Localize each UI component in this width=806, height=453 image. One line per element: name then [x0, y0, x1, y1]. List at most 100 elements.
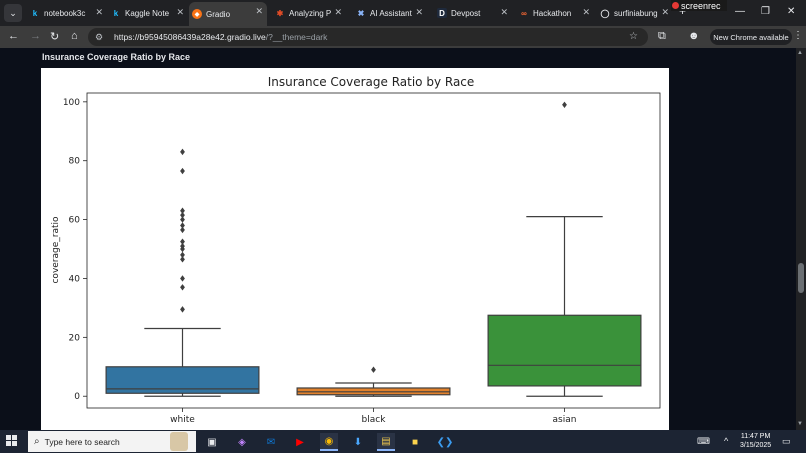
kaggle-icon: k — [32, 8, 38, 18]
address-bar[interactable]: ⚙ https://b95945086439a28e42.gradio.live… — [88, 28, 648, 46]
outlier-point — [180, 216, 185, 223]
copilot-icon[interactable]: ◈ — [238, 436, 246, 448]
assistant-icon: ✖ — [357, 8, 365, 18]
close-icon[interactable]: ✕ — [176, 7, 184, 17]
tray-chevron-icon[interactable]: ^ — [724, 436, 729, 446]
restore-button[interactable]: ❐ — [761, 6, 770, 17]
youtube-icon[interactable]: ▶ — [296, 436, 304, 448]
profile-icon[interactable]: ☻ — [688, 30, 700, 42]
record-icon — [672, 2, 679, 9]
home-button[interactable]: ⌂ — [71, 30, 78, 42]
box-asian — [487, 314, 642, 387]
hackathon-icon: ∞ — [521, 8, 527, 18]
chrome-icon[interactable]: ◉ — [320, 433, 338, 451]
clock-time: 11:47 PM — [740, 433, 771, 440]
vscode-icon[interactable]: ❮❯ — [436, 436, 454, 448]
y-tick-label: 20 — [69, 333, 81, 343]
outlier-point — [180, 256, 185, 263]
gradio-icon: ◆ — [192, 9, 202, 19]
analysis-icon: ✱ — [276, 8, 284, 18]
scroll-up-icon[interactable]: ▲ — [797, 50, 803, 56]
gradio-page: Insurance Coverage Ratio by Race Insuran… — [0, 48, 796, 430]
back-button[interactable]: ← — [8, 30, 19, 42]
outlier-point — [180, 238, 185, 245]
outlier-point — [180, 226, 185, 234]
outlier-point — [180, 207, 185, 214]
browser-toolbar: ← → ↻ ⌂ ⚙ https://b95945086439a28e42.gra… — [0, 26, 806, 48]
outlier-point — [180, 222, 185, 229]
outlier-point — [180, 242, 185, 250]
github-icon: ◯ — [600, 8, 610, 18]
outlier-point — [180, 251, 185, 259]
plot-section-label: Insurance Coverage Ratio by Race — [42, 52, 191, 62]
url-text: https://b95945086439a28e42.gradio.live/?… — [114, 32, 328, 42]
taskbar-clock[interactable]: 11:47 PM 3/15/2025 — [740, 432, 771, 450]
outlier-point — [180, 275, 185, 282]
taskbar-search-box[interactable]: ⌕ Type here to search — [28, 431, 196, 452]
x-tick-label: asian — [553, 415, 577, 425]
tab-hackathon[interactable]: ∞ Hackathon ✕ — [516, 3, 594, 23]
screenrec-badge: screenrec — [671, 0, 727, 11]
kaggle-icon: k — [113, 8, 119, 18]
outlier-point — [562, 101, 567, 108]
new-chrome-available-button[interactable]: New Chrome available — [710, 29, 792, 45]
y-tick-label: 0 — [74, 392, 80, 402]
extensions-icon[interactable]: ⧉ — [658, 30, 666, 42]
search-icon: ⌕ — [34, 436, 40, 447]
tab-gradio[interactable]: ◆ Gradio ✕ — [189, 2, 267, 26]
files-icon[interactable]: ▤ — [377, 433, 395, 451]
outlier-point — [371, 366, 376, 373]
close-icon[interactable]: ✕ — [95, 7, 103, 17]
page-scrollbar[interactable] — [796, 48, 806, 430]
close-icon[interactable]: ✕ — [334, 7, 342, 17]
y-tick-label: 80 — [69, 157, 81, 167]
new-tab-button[interactable]: + — [679, 4, 687, 18]
y-tick-label: 40 — [69, 274, 81, 284]
chart-title: Insurance Coverage Ratio by Race — [268, 75, 475, 89]
clock-date: 3/15/2025 — [740, 442, 772, 449]
outlier-point — [180, 211, 185, 219]
close-icon[interactable]: ✕ — [500, 7, 508, 17]
windows-start-icon[interactable] — [6, 435, 18, 447]
boxplot-chart: Insurance Coverage Ratio by Race coverag… — [51, 75, 661, 425]
outlier-point — [180, 284, 185, 291]
plot-container: Insurance Coverage Ratio by Race coverag… — [41, 68, 669, 430]
sticky-notes-icon[interactable]: ■ — [411, 436, 419, 448]
x-tick-label: white — [170, 415, 195, 425]
close-icon[interactable]: ✕ — [255, 6, 263, 16]
search-highlight-image — [170, 432, 188, 451]
tab-ai-assistant[interactable]: ✖ AI Assistant ✕ — [357, 7, 423, 18]
outlier-point — [180, 306, 185, 313]
tab-kaggle-notebook[interactable]: k Kaggle Note ✕ — [108, 3, 188, 23]
browser-tab-strip: ⌄ k notebook3c ✕ k Kaggle Note ✕ ◆ Gradi… — [0, 0, 806, 26]
tab-search-button[interactable]: ⌄ — [4, 4, 22, 22]
site-settings-icon[interactable]: ⚙ — [95, 32, 104, 42]
forward-button[interactable]: → — [30, 30, 41, 42]
devpost-icon: D — [437, 8, 447, 18]
keyboard-icon[interactable]: ⌨ — [697, 436, 710, 446]
x-tick-label: black — [362, 415, 387, 425]
close-icon[interactable]: ✕ — [415, 7, 423, 17]
outlook-icon[interactable]: ✉ — [266, 436, 276, 448]
tab-devpost[interactable]: D Devpost ✕ — [434, 3, 512, 23]
close-icon[interactable]: ✕ — [661, 7, 669, 17]
y-axis-label: coverage_ratio — [51, 216, 61, 284]
y-tick-label: 60 — [69, 216, 81, 226]
tab-surfinia[interactable]: ◯ surfiniabung ✕ — [600, 7, 669, 18]
task-view-icon[interactable]: ▣ — [207, 436, 217, 448]
scrollbar-thumb[interactable] — [798, 263, 804, 293]
download-icon[interactable]: ⬇ — [353, 436, 363, 448]
bookmark-star-icon[interactable]: ☆ — [629, 31, 638, 42]
outlier-point — [180, 148, 185, 156]
windows-taskbar: ⌕ Type here to search ▣ ◈ ✉ ▶ ◉ ⬇ ▤ ■ ❮❯… — [0, 430, 806, 453]
menu-icon[interactable]: ⋮ — [793, 30, 803, 41]
outlier-point — [180, 167, 185, 175]
notification-icon[interactable]: ▭ — [782, 436, 791, 446]
reload-button[interactable]: ↻ — [50, 31, 60, 43]
minimize-button[interactable]: — — [735, 6, 745, 17]
tab-notebook[interactable]: k notebook3c ✕ — [27, 3, 107, 23]
tab-analyzing[interactable]: ✱ Analyzing P ✕ — [276, 7, 342, 18]
close-icon[interactable]: ✕ — [582, 7, 590, 17]
scroll-down-icon[interactable]: ▼ — [797, 421, 803, 427]
close-window-button[interactable]: ✕ — [787, 6, 796, 17]
